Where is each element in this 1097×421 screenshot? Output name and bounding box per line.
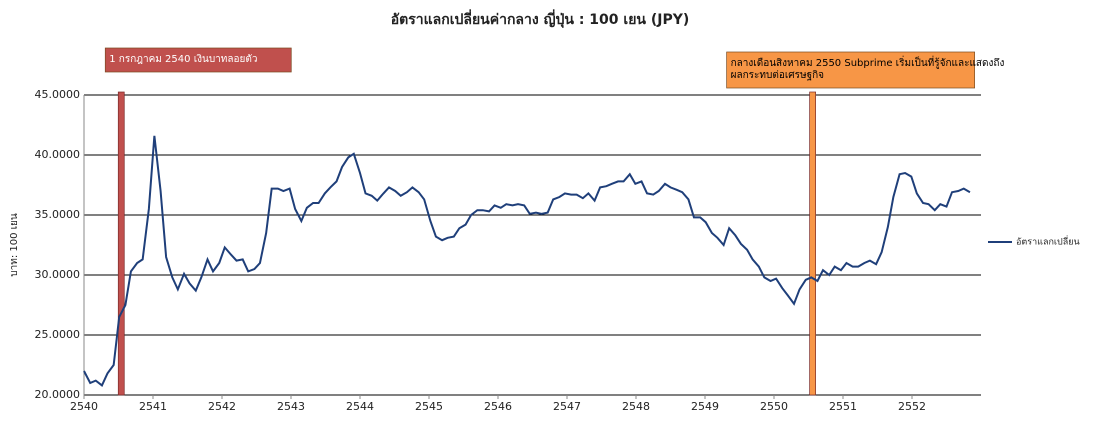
annotation-text: กลางเดือนสิงหาคม 2550 Subprime เริ่มเป็น…	[731, 55, 1005, 69]
legend-label: อัตราแลกเปลี่ยน	[1016, 235, 1080, 248]
x-tick-label: 2543	[277, 400, 305, 413]
series-line	[83, 135, 971, 387]
y-tick-label: 40.0000	[35, 148, 81, 161]
y-tick-label: 35.0000	[35, 208, 81, 221]
y-axis-label: บาท: 100 เยน	[9, 213, 20, 277]
y-tick-label: 25.0000	[35, 328, 81, 341]
annotation-box	[726, 51, 975, 89]
x-tick-label: 2551	[829, 400, 857, 413]
chart-title: อัตราแลกเปลี่ยนค่ากลาง ญี่ปุ่น : 100 เยน…	[391, 9, 690, 28]
y-tick-label: 20.0000	[35, 388, 81, 401]
x-tick-label: 2550	[760, 400, 788, 413]
annotation-box	[104, 47, 292, 73]
x-tick-label: 2545	[415, 400, 443, 413]
x-tick-label: 2540	[70, 400, 98, 413]
annotation-text: 1 กรกฎาคม 2540 เงินบาทลอยตัว	[109, 54, 257, 65]
annotation-text: ผลกระทบต่อเศรษฐกิจ	[731, 70, 825, 81]
annotation-bar	[117, 91, 125, 396]
x-tick-label: 2542	[208, 400, 236, 413]
x-tick-label: 2547	[553, 400, 581, 413]
x-tick-label: 2546	[484, 400, 512, 413]
x-tick-label: 2549	[691, 400, 719, 413]
annotation-bar	[809, 91, 816, 396]
x-tick-label: 2541	[139, 400, 167, 413]
x-tick-label: 2552	[898, 400, 926, 413]
y-tick-label: 30.0000	[35, 268, 81, 281]
x-tick-label: 2548	[622, 400, 650, 413]
x-tick-label: 2544	[346, 400, 374, 413]
y-tick-label: 45.0000	[35, 88, 81, 101]
